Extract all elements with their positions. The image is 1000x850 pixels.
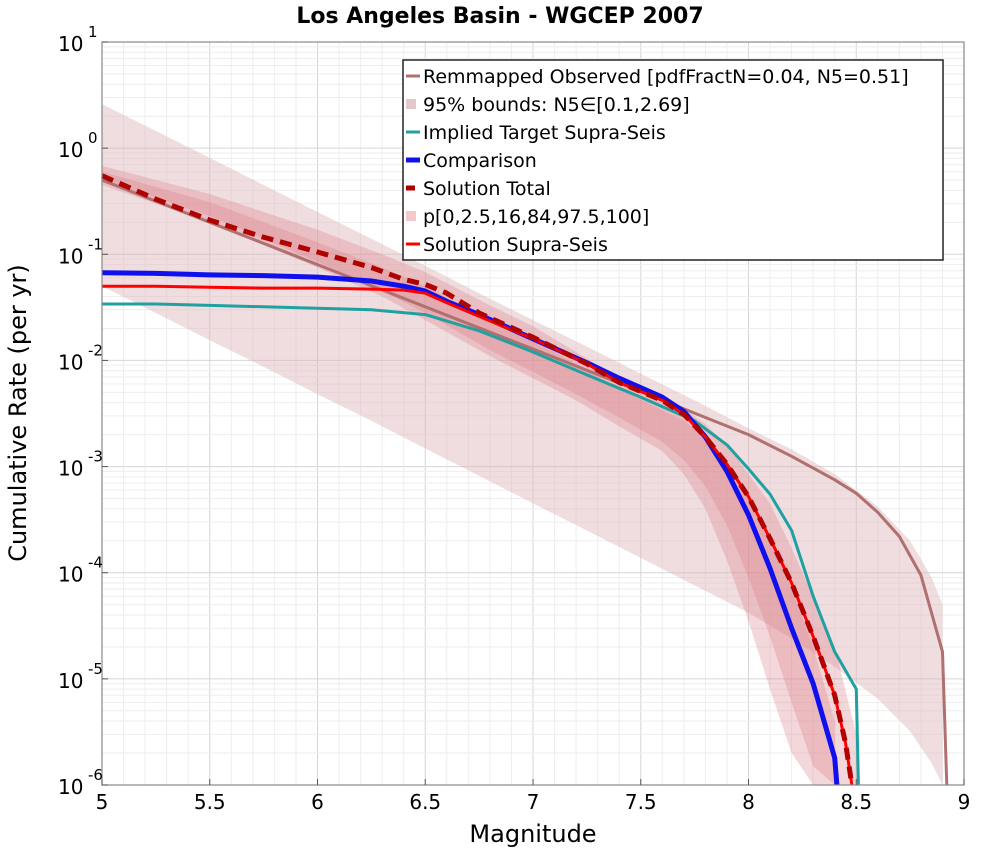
y-tick-label: 10 [58, 138, 83, 162]
legend-swatch [406, 211, 416, 221]
y-tick-label: 10 [58, 669, 83, 693]
x-tick-label: 5.5 [194, 790, 226, 814]
y-tick-label: 10 [58, 350, 83, 374]
y-tick-label: 10 [58, 32, 83, 56]
x-tick-label: 6.5 [409, 790, 441, 814]
grid [101, 42, 965, 786]
legend-swatch [406, 99, 416, 109]
x-axis-ticks: 5 5.5 6 6.5 7 7.5 8 8.5 9 [96, 779, 971, 814]
legend-label: Comparison [423, 150, 537, 172]
legend-label: Solution Supra-Seis [423, 234, 608, 256]
legend-label: Remmapped Observed [pdfFractN=0.04, N5=0… [423, 66, 909, 88]
legend-label: 95% bounds: N5∈[0.1,2.69] [423, 94, 690, 116]
x-tick-label: 8 [742, 790, 755, 814]
x-tick-label: 7.5 [625, 790, 657, 814]
y-tick-exponent: -5 [88, 660, 103, 678]
series-line [101, 173, 855, 786]
y-tick-label: 10 [58, 775, 83, 799]
y-tick-exponent: -2 [88, 341, 103, 359]
y-axis-ticks: 10 1 10 0 10 -1 10 -2 10 -3 10 -4 10 -5 10 -6 [58, 23, 108, 799]
legend-label: p[0,2.5,16,84,97.5,100] [423, 206, 649, 228]
legend-box [402, 59, 944, 261]
confidence-band [102, 165, 857, 785]
y-axis-label: Cumulative Rate (per yr) [4, 264, 32, 562]
x-tick-label: 7 [527, 790, 540, 814]
data-series [101, 173, 949, 786]
x-tick-label: 9 [958, 790, 971, 814]
x-tick-label: 5 [96, 790, 109, 814]
y-tick-exponent: 0 [88, 129, 98, 147]
y-tick-label: 10 [58, 457, 83, 481]
confidence-band [102, 104, 943, 786]
series-line [102, 302, 860, 786]
x-tick-label: 6 [311, 790, 324, 814]
legend-label: Implied Target Supra-Seis [423, 122, 666, 144]
legend-label: Solution Total [423, 178, 551, 200]
y-tick-exponent: -3 [88, 448, 103, 466]
y-tick-exponent: -1 [88, 235, 103, 253]
chart-title: Los Angeles Basin - WGCEP 2007 [296, 4, 703, 29]
confidence-bands [102, 104, 943, 786]
x-tick-label: 8.5 [840, 790, 872, 814]
y-tick-label: 10 [58, 563, 83, 587]
y-tick-exponent: -6 [88, 766, 103, 784]
y-tick-exponent: -4 [88, 554, 103, 572]
x-axis-label: Magnitude [469, 820, 596, 848]
series-line [101, 178, 949, 786]
legend: Remmapped Observed [pdfFractN=0.04, N5=0… [402, 59, 944, 261]
y-tick-exponent: 1 [88, 23, 98, 41]
y-tick-label: 10 [58, 244, 83, 268]
